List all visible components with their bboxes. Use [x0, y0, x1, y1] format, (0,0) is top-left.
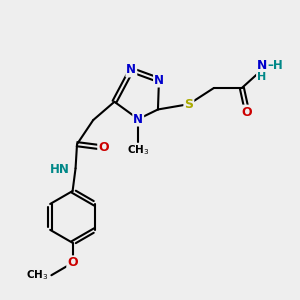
Text: N: N — [133, 112, 143, 126]
Text: HN: HN — [50, 163, 70, 176]
Text: N: N — [154, 74, 164, 87]
Text: CH$_3$: CH$_3$ — [127, 143, 149, 157]
Text: –H: –H — [268, 59, 283, 72]
Text: O: O — [242, 106, 253, 118]
Text: CH$_3$: CH$_3$ — [26, 268, 49, 282]
Text: H: H — [257, 72, 266, 82]
Text: N: N — [126, 64, 136, 76]
Text: N: N — [256, 59, 267, 72]
Text: S: S — [184, 98, 194, 111]
Text: O: O — [67, 256, 78, 269]
Text: O: O — [98, 141, 109, 154]
